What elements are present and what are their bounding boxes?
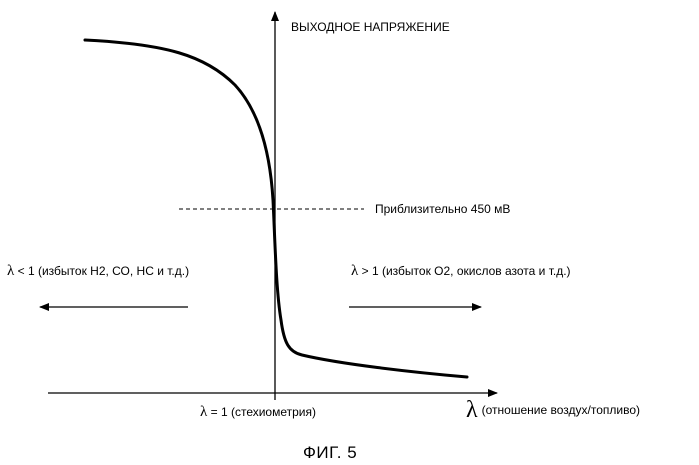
- left-region-label: λ < 1 (избыток Н2, СО, НС и т.д.): [7, 264, 189, 278]
- left-region-text: < 1 (избыток Н2, СО, НС и т.д.): [14, 264, 189, 278]
- x-axis-label-text: (отношение воздух/топливо): [482, 403, 640, 417]
- right-region-text: > 1 (избыток О2, окислов азота и т.д.): [358, 264, 570, 278]
- x-axis-label: λ (отношение воздух/топливо): [466, 398, 640, 422]
- reference-line-label: Приблизительно 450 мВ: [375, 202, 510, 216]
- figure-caption: ФИГ. 5: [303, 444, 357, 462]
- y-axis-label: ВЫХОДНОЕ НАПРЯЖЕНИЕ: [291, 20, 450, 34]
- x-center-label: λ = 1 (стехиометрия): [200, 405, 316, 419]
- right-region-label: λ > 1 (избыток О2, окислов азота и т.д.): [351, 264, 571, 278]
- x-center-text: = 1 (стехиометрия): [207, 405, 316, 419]
- lambda-symbol: λ: [466, 397, 478, 423]
